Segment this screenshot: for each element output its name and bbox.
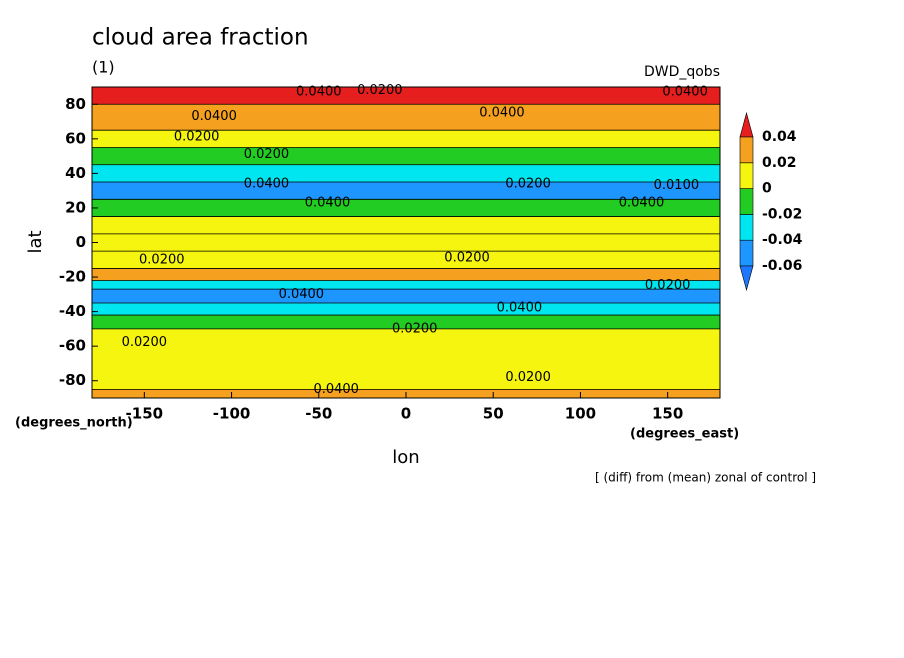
colorbar-label: -0.04	[762, 232, 803, 248]
colorbar-box	[739, 188, 754, 215]
x-axis-label: lon	[392, 447, 419, 468]
colorbar-label: 0.04	[762, 129, 797, 145]
y-units: (degrees_north)	[15, 416, 133, 431]
x-tick-label: 0	[401, 405, 411, 423]
y-tick-label: -60	[59, 337, 86, 355]
colorbar-label: -0.06	[762, 258, 802, 274]
contour-label: 0.0400	[244, 176, 290, 191]
x-units: (degrees_east)	[630, 427, 739, 442]
contour-label: 0.0200	[357, 83, 403, 98]
contour-label: 0.0400	[191, 109, 237, 124]
colorbar-box	[739, 214, 754, 241]
contour-label: 0.0400	[619, 195, 665, 210]
y-tick-label: 0	[76, 233, 86, 251]
contour-label: 0.0200	[505, 176, 551, 191]
contour-label: 0.0200	[122, 335, 168, 350]
contour-band	[92, 216, 720, 234]
x-tick-label: -150	[126, 405, 164, 423]
chart-subtitle: (1)	[92, 58, 115, 77]
x-tick-label: 50	[483, 405, 504, 423]
contour-band	[92, 289, 720, 303]
contour-label: 0.0100	[654, 178, 700, 193]
contour-label: 0.0400	[305, 195, 351, 210]
chart-title: cloud area fraction	[92, 25, 309, 51]
y-tick-label: -40	[59, 302, 86, 320]
colorbar-cap	[739, 111, 754, 138]
contour-label: 0.0200	[244, 147, 290, 162]
contour-band	[92, 302, 720, 316]
colorbar-cap	[739, 265, 754, 292]
x-tick-label: 100	[565, 405, 596, 423]
x-tick-label: -50	[305, 405, 332, 423]
contour-band	[92, 182, 720, 200]
contour-label: 0.0200	[505, 370, 551, 385]
contour-label: 0.0200	[392, 321, 438, 336]
contour-band	[92, 104, 720, 131]
y-tick-label: 20	[65, 198, 86, 216]
contour-band	[92, 251, 720, 269]
contour-band	[92, 87, 720, 105]
contour-band	[92, 268, 720, 281]
contour-label: 0.0400	[279, 287, 325, 302]
contour-band	[92, 280, 720, 290]
contour-label: 0.0400	[296, 85, 342, 100]
contour-label: 0.0400	[313, 382, 359, 397]
contour-label: 0.0400	[479, 105, 525, 120]
contour-label: 0.0400	[497, 301, 543, 316]
colorbar-label: -0.02	[762, 206, 802, 222]
colorbar-label: 0.02	[762, 155, 797, 171]
x-tick-label: 150	[652, 405, 683, 423]
y-tick-label: -20	[59, 268, 86, 286]
contour-label: 0.0200	[139, 252, 185, 267]
contour-label: 0.0200	[645, 278, 691, 293]
dataset-label: DWD_qobs	[644, 64, 720, 80]
contour-label: 0.0200	[174, 130, 220, 145]
colorbar-box	[739, 162, 754, 189]
colorbar-box	[739, 239, 754, 267]
contour-band	[92, 199, 720, 217]
colorbar-label: 0	[762, 181, 772, 197]
contour-band	[92, 147, 720, 165]
contour-band	[92, 130, 720, 148]
y-tick-label: 40	[65, 164, 86, 182]
y-axis-label: lat	[25, 230, 46, 253]
contour-label: 0.0400	[662, 85, 708, 100]
colorbar-box	[739, 136, 754, 164]
contour-label: 0.0200	[444, 251, 490, 266]
contour-band	[92, 315, 720, 329]
contour-band	[92, 164, 720, 183]
contour-band	[92, 233, 720, 252]
x-tick-label: -100	[213, 405, 251, 423]
y-tick-label: 60	[65, 129, 86, 147]
y-tick-label: -80	[59, 371, 86, 389]
y-tick-label: 80	[65, 95, 86, 113]
note: [ (diff) from (mean) zonal of control ]	[595, 471, 816, 485]
contour-band	[92, 328, 720, 390]
